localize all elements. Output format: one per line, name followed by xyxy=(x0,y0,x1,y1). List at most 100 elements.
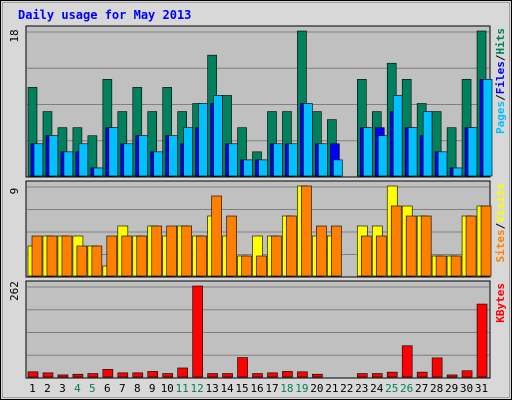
x-tick-label: 31 xyxy=(475,382,488,395)
axis-label-part: Hits xyxy=(494,28,507,55)
x-tick-label: 28 xyxy=(430,382,443,395)
x-tick-label: 11 xyxy=(176,382,189,395)
x-tick-label: 12 xyxy=(191,382,204,395)
x-tick-label: 7 xyxy=(119,382,126,395)
bar-pages-day-6 xyxy=(108,127,119,177)
bar-sites-day-12 xyxy=(196,235,207,277)
bar-sites-day-5 xyxy=(91,245,103,277)
axis-label-part: Pages xyxy=(494,101,507,134)
x-tick-label: 10 xyxy=(161,382,174,395)
x-tick-label: 6 xyxy=(104,382,111,395)
bar-sites-day-3 xyxy=(61,235,73,277)
bar-pages-day-23 xyxy=(362,127,373,177)
bar-sites-day-30 xyxy=(465,215,477,277)
bar-sites-day-1 xyxy=(31,235,43,277)
x-tick-label: 18 xyxy=(280,382,293,395)
bar-pages-day-15 xyxy=(243,159,253,177)
x-tick-label: 14 xyxy=(220,382,234,395)
bar-sites-day-2 xyxy=(46,235,58,277)
bar-pages-day-13 xyxy=(213,95,223,177)
x-tick-label: 5 xyxy=(89,382,96,395)
bar-pages-day-21 xyxy=(333,159,343,177)
axis-label-kbytes: KBytes xyxy=(494,283,507,323)
x-axis-labels: 1 2 3 4 5 6 7 8 9 10 11 12 13 14 15 16 17 18 19 20 21 22 23 24 2… xyxy=(29,382,488,395)
bar-sites-day-29 xyxy=(450,255,462,277)
bar-kbytes-day-29 xyxy=(446,374,458,378)
bar-kbytes-day-11 xyxy=(177,367,188,378)
bar-sites-day-16 xyxy=(256,255,267,277)
bar-sites-day-19 xyxy=(301,185,312,277)
x-tick-label: 23 xyxy=(355,382,368,395)
panel-kbytes: 262 KBytes xyxy=(8,280,507,379)
x-tick-label: 24 xyxy=(370,382,384,395)
bar-kbytes-day-19 xyxy=(297,371,308,378)
bar-sites-day-14 xyxy=(226,215,237,277)
x-tick-label: 16 xyxy=(250,382,263,395)
bar-kbytes-day-31 xyxy=(476,303,488,378)
bar-sites-day-31 xyxy=(480,205,492,277)
bar-kbytes-day-15 xyxy=(237,357,248,378)
bar-sites-day-15 xyxy=(241,255,252,277)
bar-kbytes-day-13 xyxy=(207,373,218,378)
axis-label-part: Visits xyxy=(494,183,507,223)
bar-kbytes-day-5 xyxy=(87,373,99,378)
x-tick-label: 17 xyxy=(265,382,278,395)
bar-pages-day-18 xyxy=(288,143,298,177)
bar-pages-day-29 xyxy=(452,167,463,177)
axis-label-part: / xyxy=(494,54,507,61)
axis-label-part: Files xyxy=(494,61,507,94)
bar-kbytes-day-1 xyxy=(27,371,39,378)
bar-sites-day-26 xyxy=(405,215,417,277)
bar-kbytes-day-10 xyxy=(162,373,174,378)
bar-kbytes-day-8 xyxy=(132,372,144,378)
bar-kbytes-day-17 xyxy=(267,372,278,378)
bar-kbytes-day-14 xyxy=(222,373,233,378)
x-tick-label: 3 xyxy=(59,382,66,395)
bar-kbytes-day-3 xyxy=(57,374,69,378)
bar-pages-day-11 xyxy=(183,127,193,177)
y-max-label: 9 xyxy=(8,188,21,195)
bar-kbytes-day-9 xyxy=(147,371,159,378)
bar-sites-day-18 xyxy=(286,215,297,277)
bar-sites-day-27 xyxy=(420,215,432,277)
x-tick-label: 30 xyxy=(460,382,473,395)
axis-label-visits-sites: Sites/Visits xyxy=(494,183,507,263)
bar-kbytes-day-12 xyxy=(192,285,203,378)
bar-pages-day-4 xyxy=(78,143,89,177)
bar-sites-day-13 xyxy=(211,195,222,277)
x-tick-label: 9 xyxy=(149,382,156,395)
x-tick-label: 27 xyxy=(415,382,428,395)
bar-pages-day-7 xyxy=(123,143,134,177)
x-tick-label: 19 xyxy=(295,382,308,395)
bar-sites-day-8 xyxy=(136,235,148,277)
bar-pages-day-5 xyxy=(93,167,104,177)
bar-sites-day-10 xyxy=(166,225,178,277)
bar-sites-day-20 xyxy=(316,225,327,277)
bar-sites-day-25 xyxy=(390,205,402,277)
bar-kbytes-day-30 xyxy=(461,370,473,378)
bar-pages-day-8 xyxy=(138,135,149,177)
bar-kbytes-day-6 xyxy=(102,369,114,378)
bar-kbytes-day-28 xyxy=(431,357,443,378)
bar-pages-day-31 xyxy=(482,79,493,177)
bar-sites-day-28 xyxy=(435,255,447,277)
axis-label-hits-files-pages: Pages/Files/Hits xyxy=(494,28,507,134)
x-tick-label: 29 xyxy=(445,382,458,395)
bar-sites-day-23 xyxy=(360,235,372,277)
bar-kbytes-day-2 xyxy=(42,372,54,378)
axis-label-part: / xyxy=(494,222,507,229)
bar-kbytes-day-23 xyxy=(356,373,368,378)
y-max-label: 262 xyxy=(8,281,21,301)
bar-kbytes-day-25 xyxy=(386,371,398,378)
bar-pages-day-10 xyxy=(168,135,179,177)
bar-pages-day-28 xyxy=(437,151,448,177)
bar-sites-day-9 xyxy=(151,225,163,277)
panel-visits-sites: 9 Sites/Visits xyxy=(8,180,507,278)
bar-sites-day-24 xyxy=(375,235,387,277)
panel-background xyxy=(25,280,491,379)
x-tick-label: 25 xyxy=(385,382,398,395)
